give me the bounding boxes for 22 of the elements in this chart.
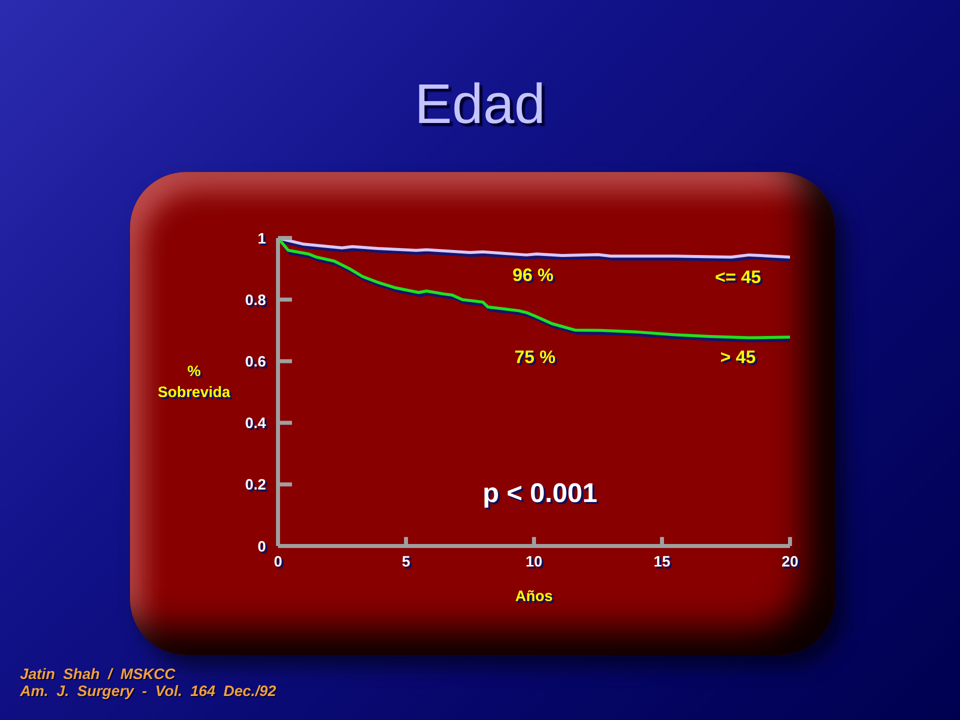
y-tick-label: 0.6 [245, 354, 266, 371]
series-label: <= 45 [714, 266, 762, 290]
y-tick-label: 0.4 [245, 415, 267, 432]
y-tick-label: 0.2 [245, 476, 266, 494]
annotation: p < 0.001 [482, 478, 598, 508]
annotation: 96 % [512, 265, 554, 286]
x-tick-label: 0 [274, 554, 282, 571]
annotation: 75 % [514, 347, 556, 368]
x-tick-label: 15 [654, 554, 670, 571]
text: Am. J. Surgery - Vol. 164 Dec./92 [20, 683, 276, 700]
x-axis-title: Años [514, 587, 554, 607]
chart-title: Edad [414, 71, 546, 137]
series-label: > 45 [719, 346, 757, 370]
y-tick-label: 1 [258, 230, 266, 248]
y-tick-label: 0 [258, 538, 266, 556]
line-series [278, 238, 790, 340]
x-tick-label: 5 [402, 554, 410, 571]
text: Jatin Shah / MSKCC [20, 666, 176, 683]
x-tick-label: 20 [782, 554, 798, 571]
y-axis-title: % Sobrevida [156, 362, 232, 403]
x-tick-label: 10 [526, 554, 542, 571]
y-tick-label: 0.8 [245, 292, 266, 309]
